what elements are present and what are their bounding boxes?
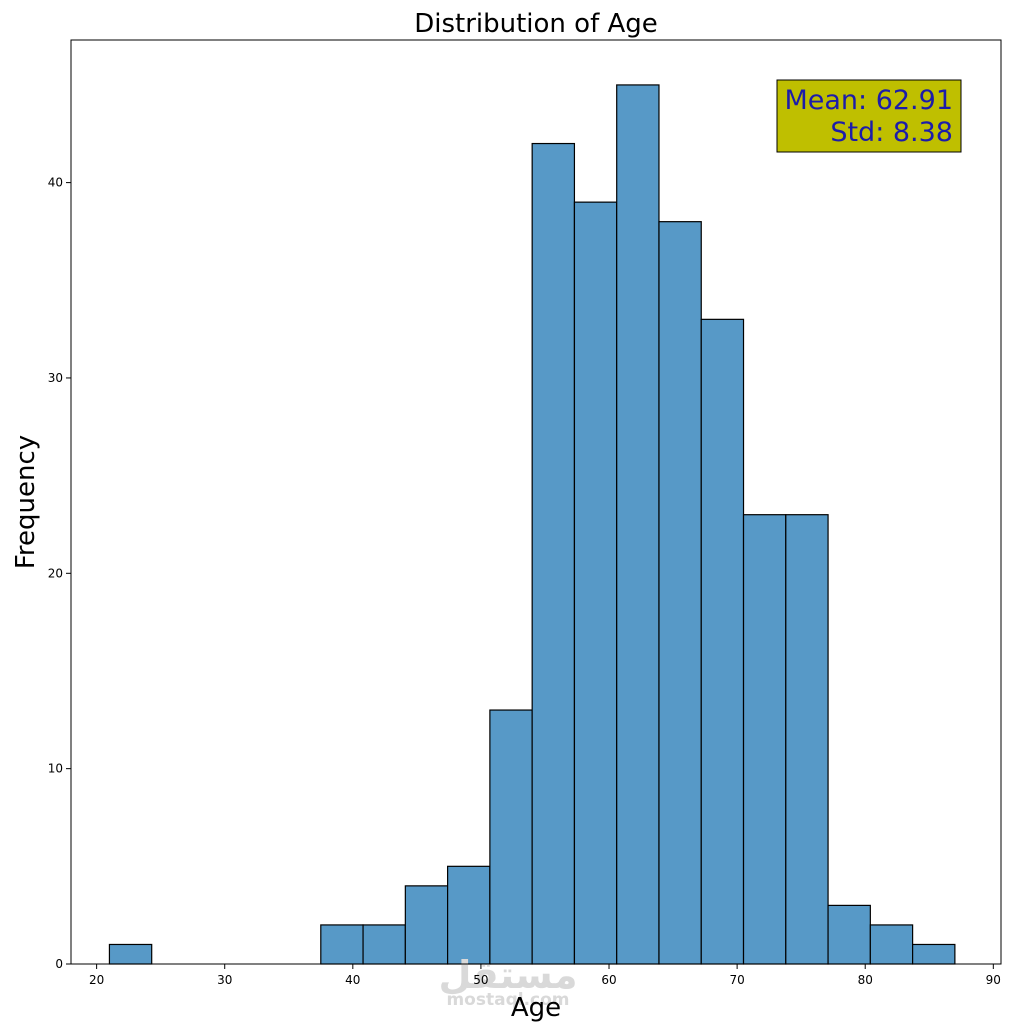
x-axis-label: Age: [511, 993, 561, 1023]
histogram-bar: [531, 142, 576, 965]
histogram-bar: [658, 221, 702, 965]
histogram-bar: [573, 201, 618, 965]
histogram-bar: [827, 904, 871, 965]
watermark-latin: mostaql.com: [446, 990, 569, 1010]
histogram-bar: [362, 924, 406, 965]
histogram-bar: [489, 709, 533, 965]
histogram-bar: [320, 924, 364, 965]
stats-annotation: Mean: 62.91 Std: 8.38: [776, 79, 962, 153]
y-tick-label: 40: [48, 176, 63, 190]
histogram-bar: [785, 514, 829, 965]
x-tick-label: 20: [89, 973, 104, 987]
histogram-bar: [742, 514, 787, 965]
plot-frame: [70, 39, 1002, 965]
y-tick-label: 0: [55, 957, 63, 971]
histogram-bar: [700, 318, 745, 965]
histogram-bar: [108, 943, 153, 965]
stats-mean-text: Mean: 62.91: [784, 85, 953, 116]
x-tick-label: 30: [217, 973, 232, 987]
y-axis-label: Frequency: [11, 435, 41, 569]
y-tick-label: 10: [48, 762, 63, 776]
histogram-bar: [869, 924, 914, 965]
x-tick-label: 40: [345, 973, 360, 987]
stats-std-text: Std: 8.38: [830, 117, 953, 148]
x-tick-label: 50: [473, 973, 488, 987]
histogram-bar: [616, 84, 660, 965]
watermark-logo: مستقل mostaql.com: [439, 953, 578, 1010]
x-tick-label: 80: [858, 973, 873, 987]
histogram-bar: [404, 885, 449, 965]
histogram-bar: [912, 943, 956, 965]
x-tick-label: 60: [601, 973, 616, 987]
chart-title: Distribution of Age: [414, 9, 658, 39]
bars-layer: [108, 84, 956, 965]
histogram-bar: [447, 865, 491, 965]
watermark-arabic: مستقل: [439, 953, 578, 997]
y-axis: 0 10 20 30 40: [48, 176, 71, 971]
y-tick-label: 30: [48, 371, 63, 385]
x-tick-label: 90: [986, 973, 1001, 987]
y-tick-label: 20: [48, 566, 63, 580]
x-axis: 20 30 40 50 60 70 80 90: [89, 964, 1001, 987]
x-tick-label: 70: [729, 973, 744, 987]
stats-box-background: [776, 79, 962, 153]
